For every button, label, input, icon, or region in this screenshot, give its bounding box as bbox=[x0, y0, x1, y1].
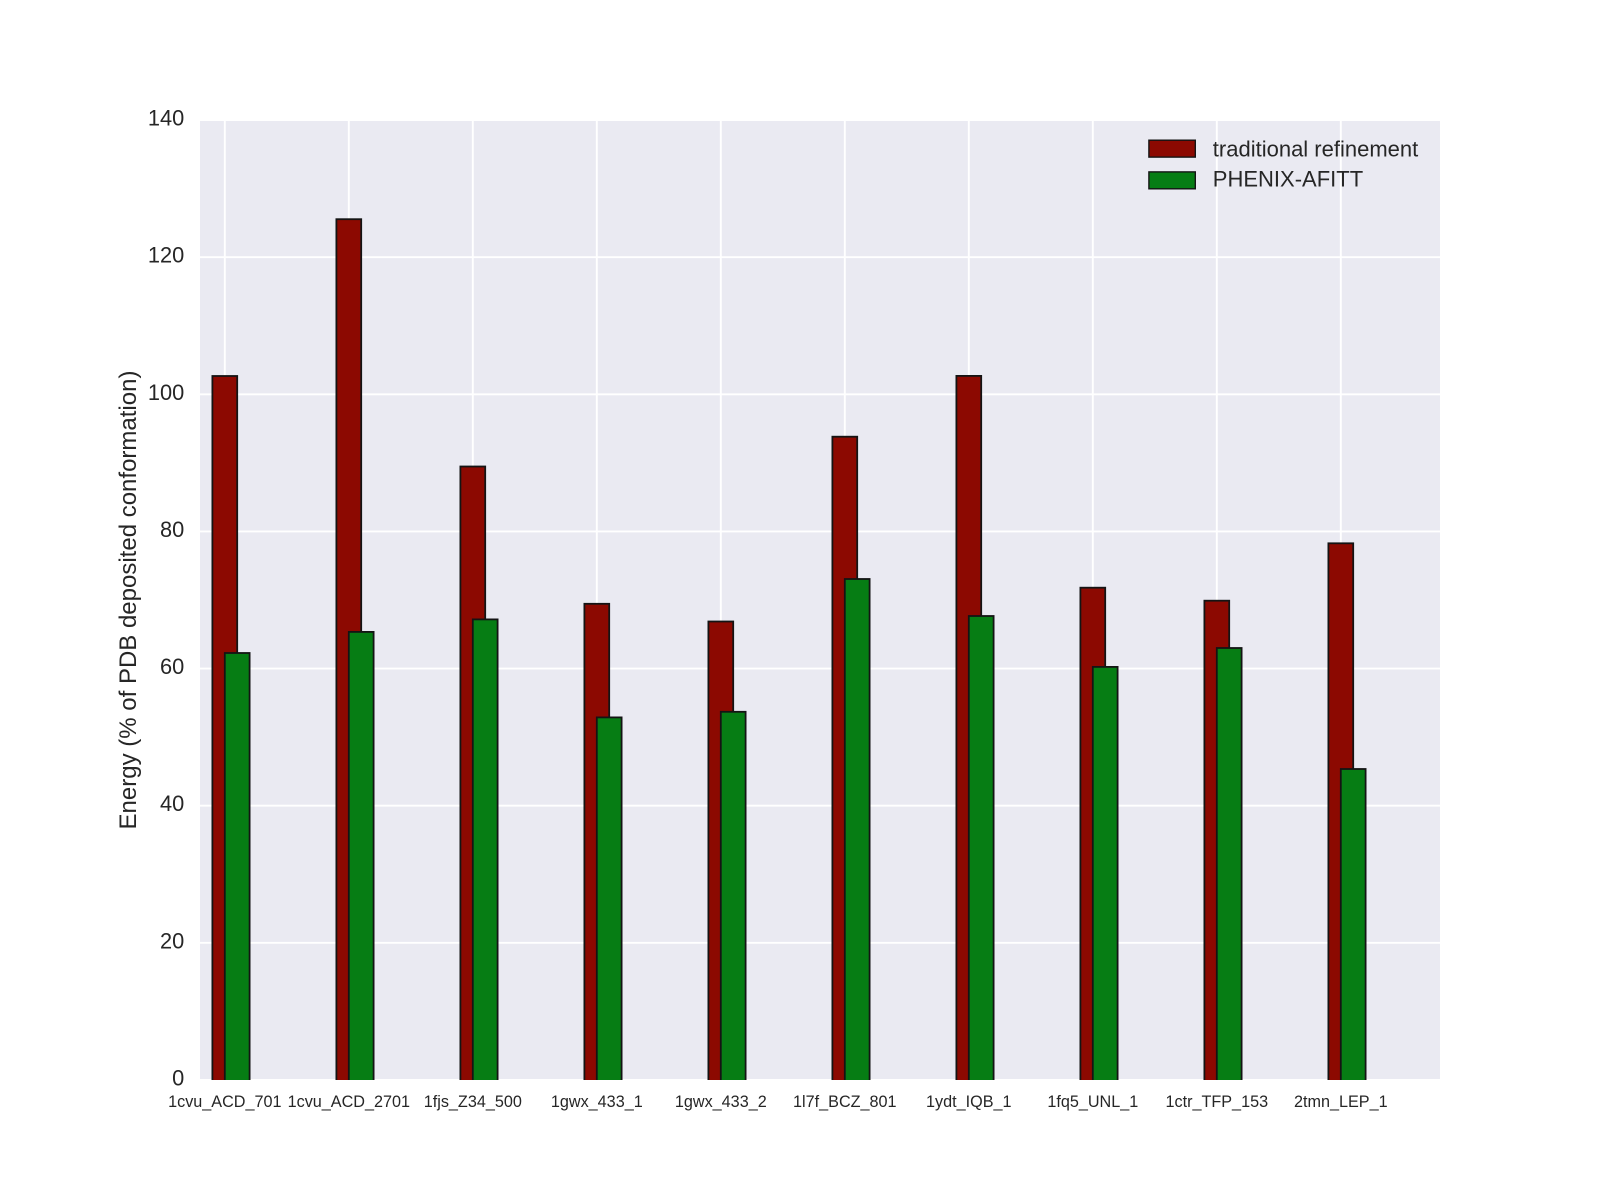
svg-text:traditional refinement: traditional refinement bbox=[1213, 137, 1418, 162]
svg-text:60: 60 bbox=[160, 654, 184, 679]
svg-text:1cvu_ACD_701: 1cvu_ACD_701 bbox=[168, 1093, 281, 1111]
svg-text:20: 20 bbox=[160, 928, 184, 953]
svg-text:0: 0 bbox=[172, 1066, 184, 1091]
svg-text:1fq5_UNL_1: 1fq5_UNL_1 bbox=[1047, 1093, 1138, 1111]
svg-text:120: 120 bbox=[148, 243, 184, 268]
svg-text:Energy (% of PDB deposited con: Energy (% of PDB deposited conformation) bbox=[115, 371, 142, 830]
svg-text:2tmn_LEP_1: 2tmn_LEP_1 bbox=[1294, 1093, 1388, 1111]
svg-text:PHENIX-AFITT: PHENIX-AFITT bbox=[1213, 166, 1363, 191]
svg-text:1l7f_BCZ_801: 1l7f_BCZ_801 bbox=[793, 1093, 897, 1111]
svg-text:1gwx_433_2: 1gwx_433_2 bbox=[675, 1093, 767, 1111]
svg-text:40: 40 bbox=[160, 791, 184, 816]
svg-text:140: 140 bbox=[148, 106, 184, 131]
svg-text:100: 100 bbox=[148, 380, 184, 405]
svg-text:1ydt_IQB_1: 1ydt_IQB_1 bbox=[926, 1093, 1012, 1111]
svg-text:1fjs_Z34_500: 1fjs_Z34_500 bbox=[424, 1093, 522, 1111]
svg-text:80: 80 bbox=[160, 517, 184, 542]
svg-text:1ctr_TFP_153: 1ctr_TFP_153 bbox=[1166, 1093, 1269, 1111]
svg-text:1cvu_ACD_2701: 1cvu_ACD_2701 bbox=[288, 1093, 410, 1111]
svg-text:1gwx_433_1: 1gwx_433_1 bbox=[551, 1093, 643, 1111]
